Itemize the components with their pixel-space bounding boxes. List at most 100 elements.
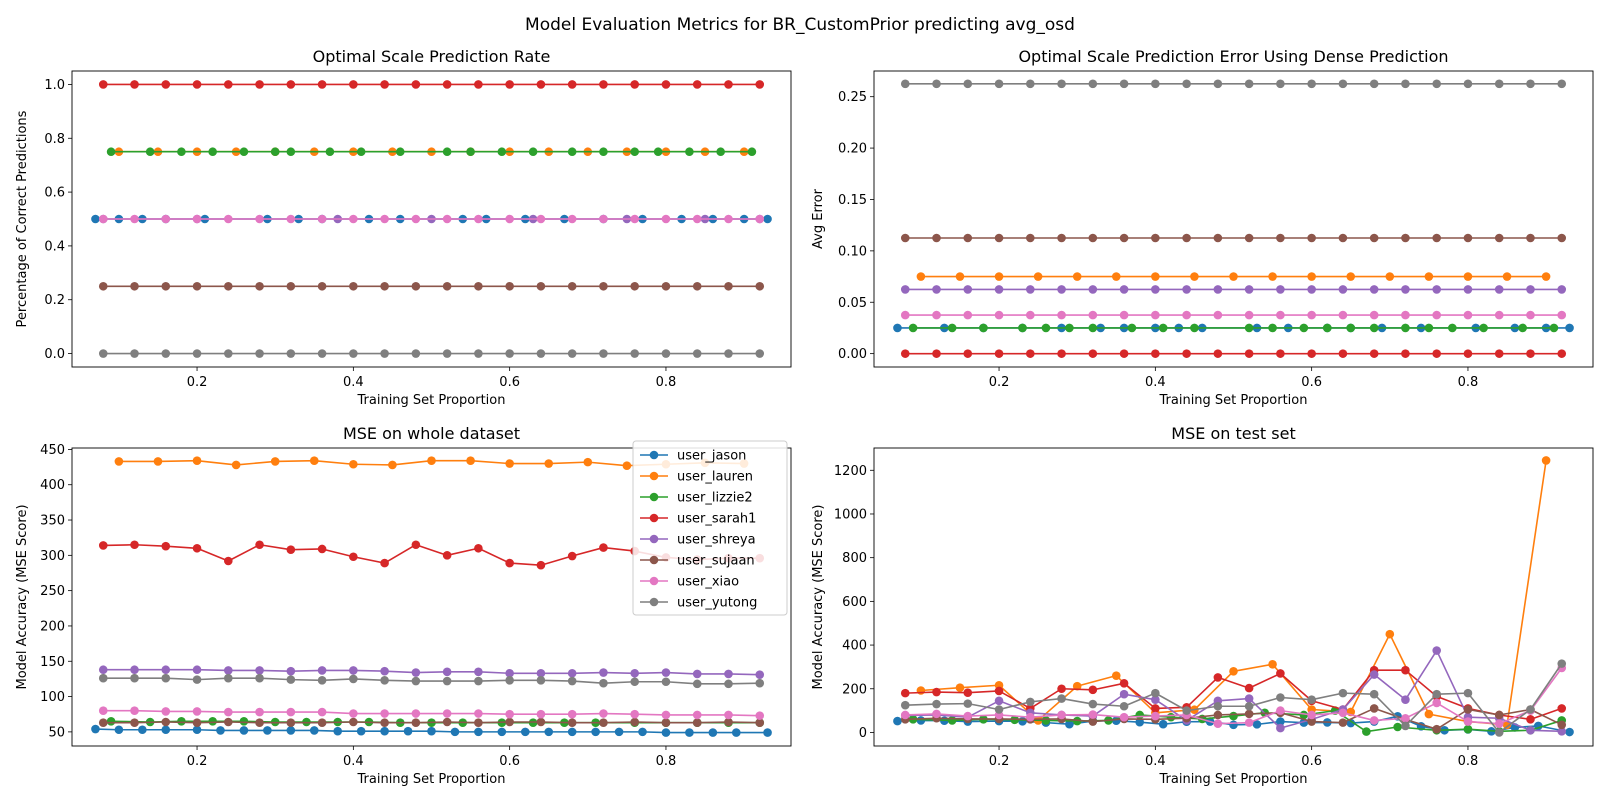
data-point: [1385, 272, 1395, 281]
x-tick-label: 0.8: [1458, 754, 1479, 769]
plot-frame: [71, 447, 792, 747]
y-tick-label: 50: [48, 725, 65, 740]
data-point: [286, 349, 296, 358]
data-point: [1401, 79, 1410, 89]
data-point: [900, 310, 910, 320]
data-point: [1151, 79, 1160, 89]
data-point: [1526, 349, 1535, 358]
data-point: [130, 718, 139, 727]
data-point: [474, 727, 483, 737]
y-tick-label: 0: [859, 726, 867, 741]
data-point: [1276, 233, 1285, 243]
data-point: [1213, 79, 1223, 89]
data-point: [1276, 349, 1285, 358]
data-point: [1244, 718, 1254, 727]
data-point: [1119, 701, 1129, 711]
data-point: [1213, 701, 1223, 711]
data-point: [1151, 688, 1160, 698]
data-point: [1213, 673, 1223, 682]
y-tick-label: 0.20: [838, 142, 867, 157]
data-point: [1088, 685, 1098, 695]
data-point: [411, 540, 421, 550]
plot-frame: [873, 70, 1594, 368]
data-point: [98, 718, 108, 727]
data-point: [755, 678, 765, 688]
data-point: [583, 457, 593, 467]
data-point: [630, 281, 639, 291]
data-point: [994, 233, 1004, 243]
series-user_lauren: [916, 272, 1551, 281]
data-point: [1557, 233, 1567, 243]
series-user_xiao: [98, 214, 765, 224]
data-point: [161, 707, 171, 716]
data-point: [1158, 323, 1168, 333]
data-point: [724, 679, 733, 689]
data-point: [932, 285, 941, 294]
data-point: [963, 79, 973, 89]
data-point: [349, 717, 358, 727]
data-point: [1432, 349, 1441, 358]
data-point: [932, 687, 941, 697]
data-point: [755, 349, 765, 358]
data-point: [98, 706, 108, 715]
data-point: [724, 80, 733, 89]
x-tick-label: 0.6: [499, 375, 520, 390]
data-point: [1057, 694, 1066, 703]
data-point: [630, 214, 639, 224]
data-point: [208, 147, 217, 157]
data-point: [536, 676, 546, 685]
data-point: [474, 676, 483, 686]
data-point: [411, 676, 421, 686]
data-point: [1088, 79, 1098, 89]
data-point: [661, 80, 671, 89]
data-point: [1307, 695, 1316, 704]
series-user_sarah1: [98, 80, 765, 89]
y-tick-label: 0.8: [44, 132, 65, 147]
data-point: [916, 272, 926, 281]
data-point: [932, 349, 941, 358]
data-point: [1307, 79, 1316, 89]
data-point: [286, 80, 296, 89]
series-line: [905, 663, 1563, 734]
data-point: [411, 668, 421, 677]
data-point: [192, 725, 202, 735]
series-line: [103, 721, 760, 724]
data-point: [91, 214, 100, 224]
data-point: [505, 80, 514, 89]
data-point: [1463, 688, 1473, 698]
data-point: [1026, 697, 1035, 707]
y-tick-label: 1200: [834, 464, 867, 479]
data-point: [1057, 684, 1066, 694]
data-point: [380, 718, 389, 727]
x-tick-label: 0.4: [343, 375, 364, 390]
data-point: [130, 281, 139, 291]
data-point: [653, 147, 663, 157]
data-point: [450, 727, 460, 737]
data-point: [692, 669, 702, 679]
data-point: [544, 727, 554, 737]
data-point: [1541, 456, 1551, 465]
data-point: [1432, 310, 1441, 320]
data-point: [1518, 323, 1527, 333]
data-point: [1088, 323, 1098, 333]
series-user_yutong: [900, 79, 1567, 89]
data-point: [567, 281, 577, 291]
legend: user_jason user_lauren user_lizzie2 user_sa…: [632, 440, 788, 616]
data-point: [661, 710, 671, 720]
data-point: [177, 147, 186, 157]
y-tick-label: 200: [40, 619, 65, 634]
data-point: [91, 724, 100, 734]
y-tick-label: 0.05: [838, 296, 867, 311]
data-point: [755, 281, 765, 291]
data-point: [994, 79, 1004, 89]
data-point: [1463, 272, 1473, 281]
data-point: [349, 281, 358, 291]
data-point: [661, 281, 671, 291]
data-point: [567, 147, 577, 157]
x-tick-label: 0.6: [499, 754, 520, 769]
y-tick-label: 0.2: [44, 293, 65, 308]
data-point: [1526, 79, 1535, 89]
data-point: [286, 675, 296, 684]
data-point: [1479, 323, 1488, 333]
x-axis-label: Training Set Proportion: [1159, 772, 1308, 787]
